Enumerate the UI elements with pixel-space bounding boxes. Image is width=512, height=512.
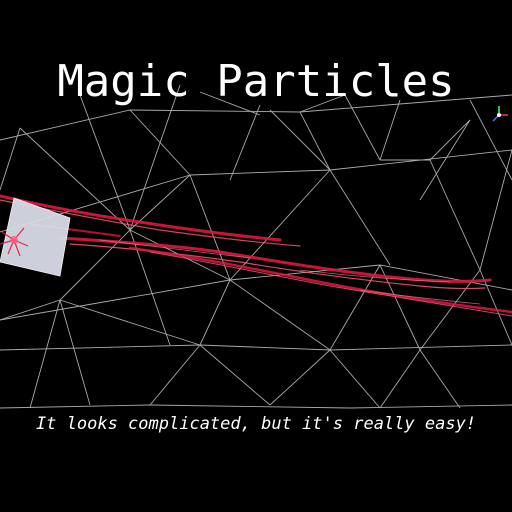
emitter-quad[interactable] [0,197,71,277]
particle-trail [99,239,251,259]
particle-burst-icon [0,227,29,257]
particle-trail [58,236,492,283]
particle-trails [0,194,512,317]
subtitle: It looks complicated, but it's really ea… [35,414,477,434]
title: Magic Particles [57,56,455,107]
particle-trail [69,243,486,290]
particle-trail [299,269,451,283]
axis-gizmo-icon[interactable] [488,104,510,126]
particle-trail [128,246,512,314]
particle-trail [359,289,481,305]
particle-trail [0,194,282,242]
particle-trail [149,251,512,317]
wireframe-mesh [0,84,512,409]
